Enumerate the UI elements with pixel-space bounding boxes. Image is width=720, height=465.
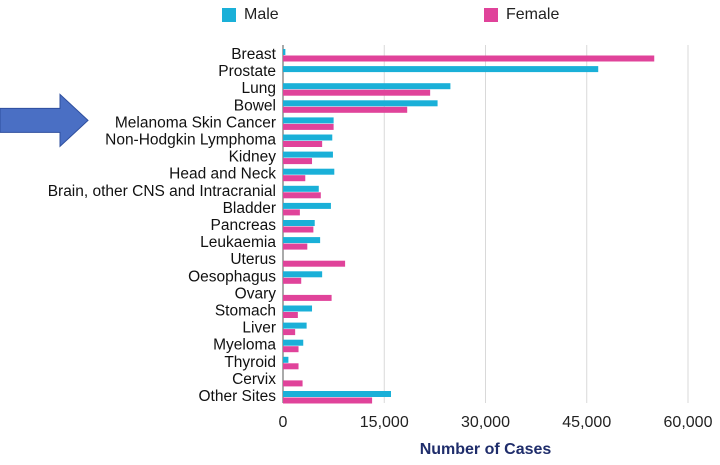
x-tick-label: 0 — [279, 414, 288, 431]
category-label: Liver — [242, 320, 276, 337]
category-label: Breast — [231, 46, 276, 63]
bar-male — [283, 322, 307, 329]
bar-male — [283, 49, 286, 55]
bar-male — [283, 339, 304, 346]
legend-male-swatch — [222, 8, 236, 22]
bar-male — [283, 100, 438, 107]
bar-female — [283, 312, 298, 318]
bar-female — [283, 363, 299, 370]
legend-female-label: Female — [506, 6, 560, 23]
bar-male — [283, 305, 313, 312]
bar-female — [283, 192, 321, 199]
bar-female — [283, 397, 373, 404]
bar-female — [283, 158, 313, 165]
bar-female — [283, 226, 314, 233]
bar-male — [283, 66, 599, 73]
bar-male — [283, 185, 319, 192]
bar-female — [283, 380, 303, 387]
bar-female — [283, 294, 332, 301]
category-label: Cervix — [232, 371, 276, 388]
bar-female — [283, 243, 308, 250]
bar-male — [283, 134, 333, 141]
bar-female — [283, 141, 323, 147]
bar-male — [283, 168, 335, 175]
category-label: Prostate — [218, 63, 276, 80]
category-label: Lung — [242, 80, 276, 97]
category-label: Bladder — [223, 200, 276, 217]
bar-female — [283, 123, 334, 130]
legend-male: Male — [222, 6, 279, 24]
bar-female — [283, 209, 300, 216]
bar-male — [283, 237, 321, 244]
category-label: Ovary — [235, 285, 277, 302]
category-label: Brain, other CNS and Intracranial — [48, 183, 276, 200]
x-tick-label: 15,000 — [360, 414, 409, 431]
category-label: Uterus — [230, 251, 276, 268]
category-label: Melanoma Skin Cancer — [115, 114, 276, 131]
bar-female — [283, 277, 302, 284]
bar-male — [283, 220, 315, 226]
bar-male — [283, 202, 331, 209]
x-axis-title: Number of Cases — [419, 441, 552, 458]
bar-female — [283, 89, 431, 96]
x-tick-label: 30,000 — [461, 414, 510, 431]
category-label: Bowel — [234, 97, 276, 114]
legend-male-label: Male — [244, 6, 279, 23]
annotation-arrow — [0, 93, 89, 148]
legend-female-swatch — [484, 8, 498, 22]
category-label: Myeloma — [213, 337, 276, 354]
bar-male — [283, 391, 391, 397]
category-label: Other Sites — [198, 388, 276, 405]
bar-male — [283, 271, 323, 278]
bar-female — [283, 260, 346, 267]
x-tick-label: 45,000 — [562, 414, 611, 431]
bar-male — [283, 83, 451, 90]
bar-female — [283, 106, 408, 113]
category-label: Leukaemia — [200, 234, 276, 251]
category-label: Oesophagus — [188, 268, 276, 285]
category-label: Thyroid — [224, 354, 276, 371]
bar-female — [283, 329, 296, 336]
category-label: Stomach — [215, 303, 276, 320]
category-label: Pancreas — [211, 217, 277, 234]
bar-female — [283, 175, 306, 182]
bar-female — [283, 346, 299, 353]
legend-female: Female — [484, 6, 559, 24]
category-label: Non-Hodgkin Lymphoma — [105, 132, 276, 149]
bar-male — [283, 356, 289, 363]
x-tick-label: 60,000 — [664, 414, 713, 431]
bar-male — [283, 117, 334, 124]
bar-female — [283, 55, 655, 62]
category-label: Kidney — [229, 149, 277, 166]
bar-male — [283, 151, 333, 158]
category-label: Head and Neck — [169, 166, 276, 183]
